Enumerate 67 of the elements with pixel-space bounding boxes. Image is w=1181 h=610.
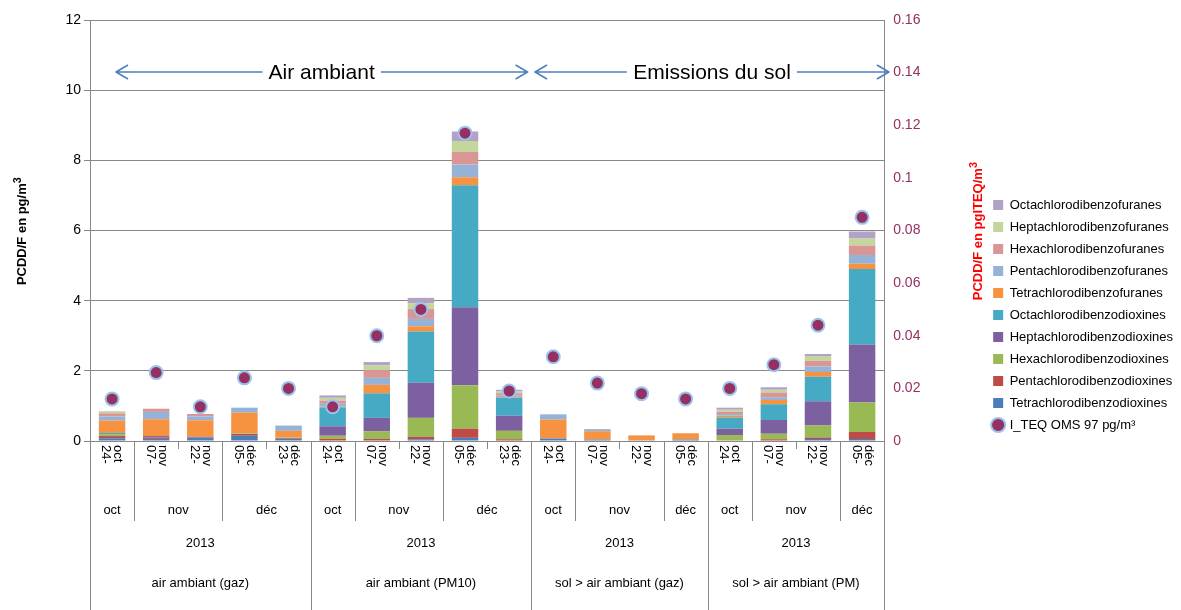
- text: oct: [721, 501, 739, 517]
- text: nov: [785, 501, 807, 517]
- text: nov: [608, 501, 631, 517]
- legend-label: Pentachlorodibenzofuranes: [1009, 262, 1169, 278]
- y2-tick-label: 0.1: [893, 168, 913, 185]
- x-tick-label: 24-oct: [320, 445, 348, 464]
- text: air ambiant (PM10): [365, 574, 477, 590]
- y-tick-label: 4: [73, 291, 82, 308]
- text: sol > air ambiant (PM): [732, 574, 860, 590]
- y-tick-label: 8: [73, 151, 82, 168]
- y2-tick-label: 0.06: [893, 273, 921, 290]
- legend-label: Tetrachlorodibenzofuranes: [1009, 284, 1164, 300]
- x-tick-label: 24-oct: [99, 445, 127, 464]
- text: 2013: [604, 534, 634, 550]
- text: air ambiant (gaz): [151, 574, 250, 590]
- legend-label: Octachlorodibenzodioxines: [1009, 306, 1167, 322]
- legend-label: Hexachlorodibenzofuranes: [1009, 240, 1165, 256]
- text: déc: [476, 501, 499, 517]
- legend-label: Pentachlorodibenzodioxines: [1009, 372, 1173, 388]
- text: 2013: [406, 534, 436, 550]
- y-tick-label: 10: [65, 81, 82, 98]
- y-tick-label: 6: [73, 221, 82, 238]
- text: déc: [675, 501, 697, 517]
- y2-tick-label: 0.12: [893, 116, 921, 133]
- y2-tick-label: 0.16: [893, 10, 921, 27]
- y-tick-label: 2: [73, 361, 82, 378]
- y2-tick-label: 0.04: [893, 326, 921, 343]
- y-tick-label: 12: [65, 10, 82, 27]
- x-tick-label: 22-nov: [408, 445, 436, 467]
- text: déc: [256, 501, 278, 517]
- text: 2013: [781, 534, 811, 550]
- text: oct: [323, 501, 342, 517]
- text: 2013: [185, 534, 215, 550]
- legend-label: Hexachlorodibenzodioxines: [1009, 350, 1170, 366]
- y-tick-label: 0: [73, 431, 82, 448]
- text: sol > air ambiant (gaz): [554, 574, 684, 590]
- annotation: Emissions du sol: [627, 60, 797, 84]
- legend-label: Heptachlorodibenzodioxines: [1009, 328, 1174, 344]
- annotation: Air ambiant: [262, 60, 381, 84]
- x-tick-label: 07-nov: [761, 445, 789, 467]
- text: oct: [544, 501, 563, 517]
- x-tick-label: 05-déc: [849, 445, 877, 467]
- legend-label: Tetrachlorodibenzodioxines: [1009, 394, 1168, 410]
- legend-label: Heptachlorodibenzofuranes: [1009, 218, 1170, 234]
- text: déc: [851, 501, 874, 517]
- legend-label: I_TEQ OMS 97 pg/m³: [1009, 416, 1137, 432]
- x-tick-label: 22-nov: [805, 445, 833, 467]
- x-tick-label: 07-nov: [143, 445, 171, 467]
- y2-tick-label: 0.08: [893, 221, 921, 238]
- x-tick-label: 07-nov: [364, 445, 392, 467]
- y2-tick-label: 0.14: [893, 63, 921, 80]
- x-tick-label: 22-nov: [187, 445, 215, 467]
- legend-label: Octachlorodibenzofuranes: [1009, 196, 1162, 212]
- x-tick-label: 24-oct: [717, 445, 745, 464]
- text: oct: [103, 501, 122, 517]
- x-tick-label: 23-déc: [275, 445, 303, 467]
- x-tick-label: 05-déc: [452, 445, 480, 467]
- text: nov: [167, 501, 190, 517]
- x-tick-label: 22-nov: [628, 445, 656, 467]
- x-tick-label: 23-déc: [496, 445, 524, 467]
- x-tick-label: 24-oct: [540, 445, 568, 464]
- y2-tick-label: 0.02: [893, 379, 921, 396]
- x-tick-label: 05-déc: [231, 445, 259, 467]
- text: nov: [388, 501, 410, 517]
- x-tick-label: 07-nov: [584, 445, 612, 467]
- y2-tick-label: 0: [893, 431, 902, 448]
- x-tick-label: 05-déc: [673, 445, 701, 467]
